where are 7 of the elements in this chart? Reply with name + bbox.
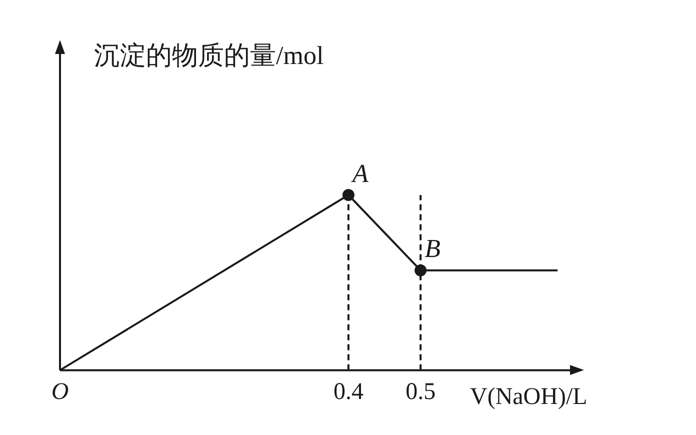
x-axis-title: V(NaOH)/L [470,384,588,411]
x-tick-label: 0.5 [406,378,436,405]
x-tick-label: 0.4 [333,378,364,405]
y-axis-title: 沉淀的物质的量/mol [94,40,324,72]
annotation: B [424,234,441,264]
x-tick-label: O [51,378,69,405]
annotation: A [350,158,368,188]
